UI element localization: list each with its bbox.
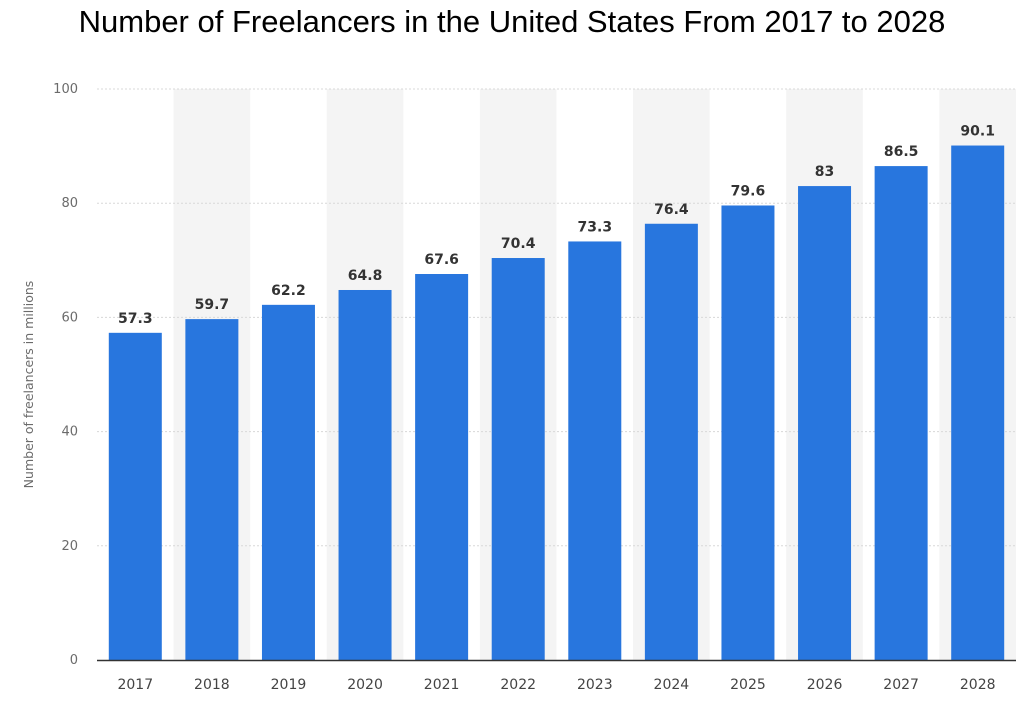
value-label: 70.4 bbox=[501, 236, 536, 252]
value-labels: 57.3 59.7 62.2 64.8 67.6 70.4 73.3 76.4 79.6 83 86… bbox=[118, 124, 995, 327]
x-tick-label: 2026 bbox=[807, 677, 843, 693]
x-tick-label: 2027 bbox=[883, 677, 919, 693]
y-tick-label: 100 bbox=[53, 82, 78, 97]
value-label: 90.1 bbox=[960, 124, 995, 140]
y-axis-title: Number of freelancers in millions bbox=[21, 281, 36, 489]
bar bbox=[108, 332, 162, 660]
x-tick-label: 2017 bbox=[117, 677, 153, 693]
x-tick-label: 2018 bbox=[194, 677, 230, 693]
value-label: 57.3 bbox=[118, 311, 153, 327]
x-tick-label: 2019 bbox=[271, 677, 307, 693]
bar bbox=[951, 145, 1005, 661]
y-tick-label: 0 bbox=[70, 653, 78, 668]
bar bbox=[874, 166, 928, 660]
chart-title: Number of Freelancers in the United Stat… bbox=[78, 4, 946, 39]
bar bbox=[415, 274, 469, 660]
bar bbox=[798, 186, 852, 660]
x-tick-label: 2023 bbox=[577, 677, 613, 693]
value-label: 83 bbox=[815, 164, 834, 180]
y-tick-label: 80 bbox=[61, 196, 78, 211]
gridlines bbox=[97, 88, 1016, 547]
x-tick-label: 2024 bbox=[654, 677, 690, 693]
bar bbox=[261, 304, 315, 660]
x-tick-label: 2022 bbox=[500, 677, 536, 693]
value-label: 62.2 bbox=[271, 283, 306, 299]
bar bbox=[338, 289, 392, 660]
bars bbox=[108, 145, 1005, 661]
x-axis-ticks: 2017 2018 2019 2020 2021 2022 2023 2024 2025 2026… bbox=[117, 677, 995, 693]
y-axis-ticks: 0 20 40 60 80 100 bbox=[53, 82, 78, 668]
bar bbox=[721, 205, 775, 660]
value-label: 64.8 bbox=[348, 268, 383, 284]
bar bbox=[185, 319, 239, 660]
value-label: 73.3 bbox=[578, 219, 613, 235]
value-label: 67.6 bbox=[424, 252, 459, 268]
y-tick-label: 60 bbox=[61, 310, 78, 325]
x-tick-label: 2021 bbox=[424, 677, 460, 693]
x-tick-label: 2028 bbox=[960, 677, 996, 693]
value-label: 59.7 bbox=[195, 297, 230, 313]
value-label: 79.6 bbox=[731, 183, 766, 199]
y-tick-label: 40 bbox=[61, 425, 78, 440]
bar bbox=[644, 223, 698, 661]
y-tick-label: 20 bbox=[61, 539, 78, 554]
x-tick-label: 2025 bbox=[730, 677, 766, 693]
bar bbox=[568, 241, 622, 660]
bar bbox=[491, 258, 545, 660]
value-label: 86.5 bbox=[884, 144, 919, 160]
value-label: 76.4 bbox=[654, 202, 689, 218]
x-tick-label: 2020 bbox=[347, 677, 383, 693]
